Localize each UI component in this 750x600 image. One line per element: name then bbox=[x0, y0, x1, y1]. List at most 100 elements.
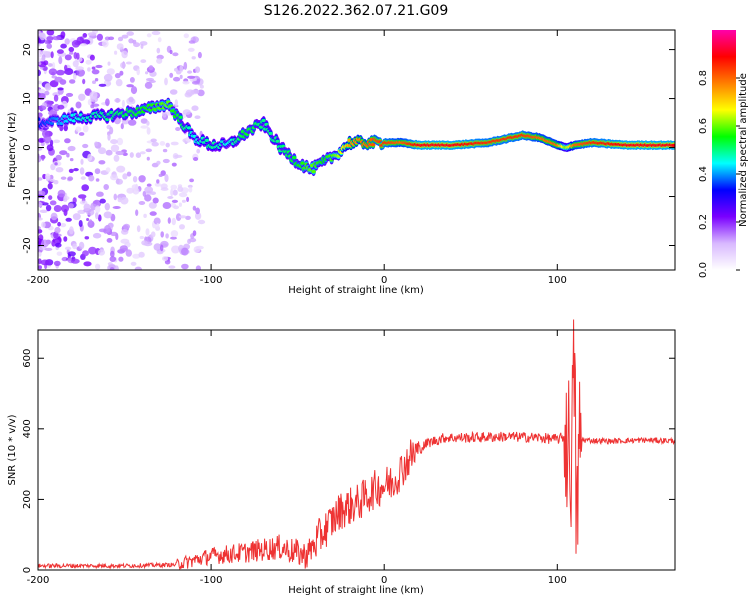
heatmap-cell bbox=[131, 184, 139, 191]
heatmap-cell bbox=[144, 194, 152, 202]
heatmap-cell bbox=[153, 217, 161, 225]
x-tick-label: 0 bbox=[381, 275, 387, 286]
y-tick-label: 0 bbox=[22, 144, 33, 150]
heatmap-cell bbox=[67, 251, 76, 257]
heatmap-cell bbox=[80, 158, 84, 165]
x-tick-label: -100 bbox=[200, 575, 223, 586]
heatmap-cell bbox=[83, 203, 91, 212]
heatmap-cell bbox=[56, 69, 65, 76]
heatmap-cell bbox=[72, 213, 81, 221]
heatmap-cell bbox=[45, 204, 52, 212]
heatmap-cell bbox=[86, 218, 90, 221]
heatmap-cell bbox=[67, 145, 76, 152]
heatmap-cell bbox=[98, 228, 107, 233]
heatmap-cell bbox=[58, 56, 63, 65]
heatmap-cell bbox=[87, 98, 92, 106]
colorbar-tick-label: 0.4 bbox=[698, 166, 709, 182]
heatmap-cell bbox=[121, 34, 129, 39]
heatmap-cell bbox=[165, 142, 170, 148]
heatmap-cell bbox=[179, 224, 185, 230]
heatmap-cell bbox=[67, 176, 74, 181]
heatmap-cell bbox=[44, 39, 49, 45]
heatmap-cell bbox=[140, 43, 144, 49]
heatmap-cell bbox=[48, 195, 53, 201]
colorbar-tick-label: 0.2 bbox=[698, 214, 709, 230]
heatmap-cell bbox=[179, 74, 183, 79]
heatmap-cell bbox=[63, 64, 68, 71]
heatmap-cell bbox=[113, 193, 118, 201]
heatmap-cell bbox=[149, 211, 157, 216]
heatmap-cell bbox=[192, 230, 197, 237]
heatmap-cell bbox=[57, 189, 66, 198]
heatmap-cell bbox=[95, 263, 101, 270]
heatmap-cell bbox=[38, 143, 41, 147]
heatmap-cell bbox=[40, 239, 49, 248]
heatmap-cell bbox=[146, 33, 152, 38]
heatmap-cell bbox=[38, 229, 43, 234]
heatmap-cell bbox=[194, 115, 201, 119]
heatmap-cell bbox=[104, 202, 111, 211]
snr-series-line bbox=[37, 319, 676, 571]
heatmap-cell bbox=[103, 73, 113, 82]
heatmap-cell bbox=[38, 251, 42, 257]
heatmap-cell bbox=[38, 88, 46, 94]
heatmap-cell bbox=[38, 190, 46, 196]
heatmap-cell bbox=[65, 217, 72, 222]
heatmap-cell bbox=[80, 176, 86, 180]
heatmap-cell bbox=[186, 126, 192, 130]
heatmap-cell bbox=[130, 86, 138, 95]
heatmap-cell bbox=[52, 36, 62, 41]
heatmap-cell bbox=[195, 265, 201, 270]
heatmap-cell bbox=[78, 209, 84, 214]
heatmap-cell bbox=[156, 223, 160, 230]
heatmap-cell bbox=[89, 54, 95, 61]
heatmap-cell bbox=[116, 43, 124, 50]
snr-y-ticks: 0 200 400 600 bbox=[22, 349, 675, 573]
heatmap-cell bbox=[38, 155, 42, 163]
heatmap-cell bbox=[179, 65, 184, 73]
heatmap-cell bbox=[172, 189, 178, 196]
heatmap-cell bbox=[69, 226, 74, 235]
heatmap-cell bbox=[122, 173, 128, 180]
y-tick-label: 10 bbox=[22, 92, 33, 105]
heatmap-cell bbox=[38, 48, 41, 52]
heatmap-cell bbox=[114, 98, 121, 103]
heatmap-cell bbox=[54, 162, 58, 166]
heatmap-cell bbox=[75, 126, 82, 132]
heatmap-cell bbox=[144, 186, 154, 194]
spectrogram-x-ticks: -200 -100 0 100 bbox=[27, 30, 567, 286]
heatmap-cell bbox=[46, 43, 52, 49]
heatmap-cell bbox=[195, 207, 201, 215]
heatmap-cell bbox=[138, 175, 146, 183]
heatmap-cell bbox=[99, 198, 106, 204]
heatmap-cell bbox=[60, 31, 66, 39]
heatmap-cell bbox=[91, 103, 100, 107]
heatmap-cell bbox=[191, 56, 196, 60]
heatmap-cell bbox=[55, 242, 62, 248]
heatmap-cell bbox=[185, 215, 191, 220]
heatmap-cell bbox=[54, 226, 61, 234]
heatmap-cell bbox=[110, 250, 115, 258]
heatmap-cell bbox=[43, 135, 52, 144]
colorbar-tick-label: 0.6 bbox=[698, 118, 709, 134]
heatmap-cell bbox=[126, 171, 132, 177]
heatmap-cell bbox=[85, 59, 92, 65]
heatmap-cell bbox=[197, 89, 205, 97]
heatmap-cell bbox=[139, 151, 146, 155]
heatmap-cell bbox=[114, 265, 119, 270]
heatmap-cell bbox=[156, 179, 160, 184]
heatmap-cell bbox=[119, 245, 128, 252]
heatmap-cell bbox=[81, 184, 89, 192]
heatmap-cell bbox=[60, 43, 67, 49]
heatmap-cell bbox=[115, 150, 125, 156]
heatmap-cell bbox=[41, 154, 45, 161]
heatmap-cell bbox=[38, 217, 43, 221]
heatmap-cell bbox=[38, 117, 41, 121]
heatmap-cell bbox=[159, 141, 166, 146]
heatmap-cell bbox=[38, 226, 41, 230]
heatmap-cell bbox=[120, 123, 124, 130]
heatmap-cell bbox=[72, 60, 79, 68]
heatmap-cell bbox=[53, 94, 59, 102]
heatmap-cell bbox=[95, 64, 103, 69]
